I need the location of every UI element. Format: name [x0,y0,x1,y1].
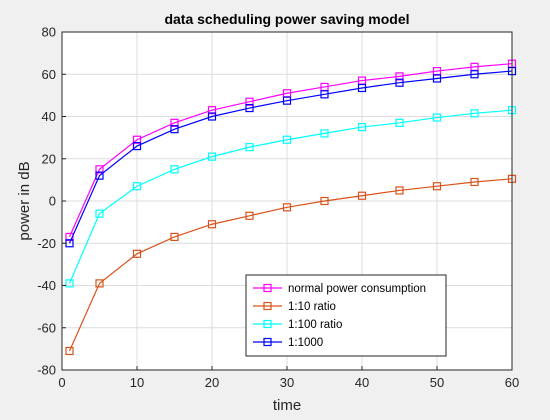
x-tick-label: 40 [355,375,369,390]
data-point [432,113,442,122]
legend-entry: 1:100 ratio [253,319,342,331]
series-2 [65,106,517,288]
data-point [65,279,74,288]
legend-marker [263,301,272,311]
data-point [432,182,442,191]
data-point [395,72,404,81]
ticks: 0 10 20 30 40 50 60 -80 -60 -40 -20 0 20 40 60 80 [37,25,519,391]
data-point [132,182,142,191]
data-point [170,165,179,174]
data-point [282,135,292,144]
data-point [245,211,254,220]
data-point [470,70,479,79]
data-point [282,203,292,212]
series-layer [65,59,517,356]
data-point [395,186,404,195]
data-point [282,96,292,105]
data-point [320,196,329,206]
y-tick-label: 60 [42,67,56,82]
data-point [245,103,254,113]
data-point [207,112,217,121]
data-point [432,74,442,83]
data-point [207,220,217,229]
data-point [95,279,104,288]
data-point [65,232,74,242]
data-point [132,249,142,258]
y-tick-label: 0 [49,194,56,209]
data-point [357,191,367,200]
legend-entry: 1:1000 [253,337,323,349]
y-tick-label: 80 [42,25,56,40]
data-point [95,209,104,218]
legend-label: normal power consumption [288,283,426,295]
legend-label: 1:10 ratio [288,301,336,313]
legend-marker [263,283,272,293]
chart-title: data scheduling power saving model [164,11,409,27]
data-point [207,152,217,161]
x-tick-label: 60 [505,375,519,390]
data-point [357,83,367,93]
data-point [170,118,179,127]
legend-label: 1:100 ratio [288,319,342,331]
data-point [170,232,179,242]
series-line [68,178,513,352]
y-tick-label: -80 [37,363,56,378]
legend: normal power consumption 1:10 ratio 1:100 … [245,274,447,357]
x-tick-label: 20 [205,375,219,390]
data-point [357,122,367,132]
data-point [395,78,404,87]
data-point [470,177,479,187]
data-point [320,129,329,138]
legend-entry: normal power consumption [253,283,426,295]
data-point [95,171,104,180]
legend-entry: 1:10 ratio [253,301,336,313]
x-tick-label: 0 [58,375,65,390]
series-line [68,63,513,238]
y-axis-label: power in dB [16,161,33,240]
legend-label: 1:1000 [288,337,323,349]
data-point [207,106,217,115]
data-point [395,118,404,127]
data-point [65,346,74,356]
data-point [132,135,142,144]
data-point [245,143,254,152]
series-1 [65,174,517,356]
data-point [245,97,254,106]
y-tick-label: -60 [37,320,56,335]
data-point [95,165,104,174]
series-line [68,70,513,244]
y-tick-label: -40 [37,278,56,293]
data-point [470,109,479,118]
y-tick-label: -20 [37,236,56,251]
x-tick-label: 50 [430,375,444,390]
x-tick-label: 30 [280,375,294,390]
y-tick-label: 20 [42,151,56,166]
x-tick-label: 10 [130,375,144,390]
legend-marker [263,337,272,347]
y-tick-label: 40 [42,109,56,124]
series-line [68,109,513,284]
data-point [170,125,179,134]
data-point [132,141,142,151]
x-axis-label: time [273,397,301,414]
data-point [320,90,329,99]
legend-marker [263,319,272,329]
